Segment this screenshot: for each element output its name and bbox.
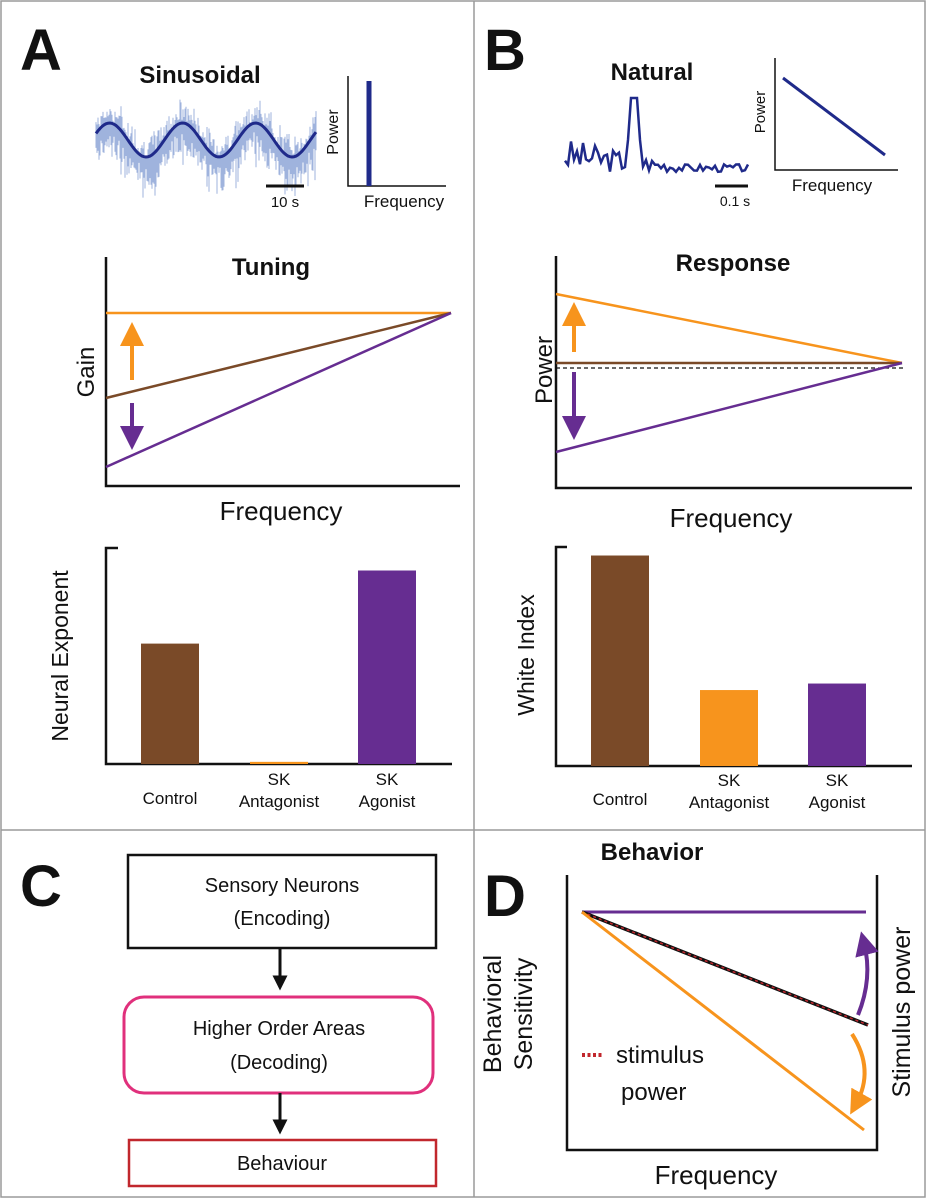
behavior-arrow-down [850, 1032, 873, 1115]
spectrum-b-ylabel: Power [752, 91, 769, 134]
neural-exponent-bar-2 [358, 570, 416, 764]
response-ylabel: Power [531, 336, 558, 404]
flow-box-behaviour [127, 1138, 438, 1188]
bar-a-label-agonist-1: SK [376, 770, 399, 789]
spectrum-a-axes [347, 76, 446, 187]
response-xlabel: Frequency [670, 503, 793, 533]
behavior-arrow-up [855, 931, 879, 1016]
tuning-ylabel: Gain [73, 347, 100, 398]
bar-b-label-antagonist-2: Antagonist [689, 793, 770, 812]
scale-bar-10s-label: 10 s [271, 194, 299, 211]
panel-a-letter: A [20, 18, 62, 83]
tuning-chart: Gain Frequency [73, 257, 460, 526]
neural-exponent-bar-1 [250, 761, 308, 764]
tuning-line-brown [105, 311, 452, 400]
response-line-orange [555, 292, 903, 365]
sinusoidal-noise-carrier [95, 99, 317, 198]
flow-box-1-line2: (Encoding) [234, 908, 331, 930]
bar-a-label-control: Control [143, 789, 198, 808]
flow-box-2-line1: Higher Order Areas [193, 1018, 365, 1040]
behavior-axes [565, 875, 879, 1152]
spectrum-a-ylabel: Power [325, 109, 342, 155]
flow-box-1-line1: Sensory Neurons [205, 875, 360, 897]
flow-box-sensory-neurons [126, 853, 438, 950]
bar-b-label-control: Control [593, 790, 648, 809]
bar-b-bars [591, 555, 866, 766]
bar-a-label-antagonist-1: SK [268, 770, 291, 789]
spectrum-b-xlabel: Frequency [792, 176, 873, 195]
behavior-ylabel-line1: Behavioral [479, 955, 507, 1073]
sinusoidal-stimulus-trace [94, 99, 318, 198]
legend-text-line2: power [621, 1079, 686, 1106]
response-title: Response [676, 250, 791, 277]
sinusoidal-envelope [94, 121, 318, 159]
panel-a: A Sinusoidal 10 s Power Frequency Tuning… [20, 18, 460, 811]
panel-d-letter: D [484, 864, 526, 929]
tuning-title: Tuning [232, 254, 310, 281]
white-index-bar-2 [808, 683, 866, 766]
bar-b-label-antagonist-1: SK [718, 771, 741, 790]
behavior-xlabel: Frequency [655, 1160, 778, 1190]
natural-spectrum: Power Frequency [752, 58, 898, 195]
panel-c-letter: C [20, 854, 62, 919]
legend-text-line1: stimulus [616, 1042, 704, 1069]
sinusoidal-spectrum: Power Frequency [325, 76, 446, 211]
sinusoidal-title: Sinusoidal [139, 62, 260, 89]
behavior-ylabel-line2: Sensitivity [510, 957, 538, 1070]
response-line-purple [555, 361, 903, 454]
panel-b: B Natural 0.1 s Power Frequency Response… [484, 18, 912, 812]
natural-stimulus-trace [563, 96, 750, 175]
flow-box-3-label: Behaviour [237, 1153, 327, 1175]
white-index-bar-1 [700, 690, 758, 766]
behavior-line-black [581, 910, 869, 1027]
neural-exponent-bar-0 [141, 643, 199, 764]
bar-chart-a: Neural Exponent Control SK Antagonist SK… [47, 546, 452, 811]
panel-b-letter: B [484, 18, 526, 83]
white-index-bar-0 [591, 555, 649, 766]
panel-d: D Behavior Behavioral Sensitivity Freque… [479, 839, 916, 1190]
bar-a-bars [141, 570, 416, 764]
behavior-line-orange [581, 910, 865, 1132]
response-axes [554, 256, 912, 490]
tuning-xlabel: Frequency [220, 496, 343, 526]
flow-box-2-line2: (Decoding) [230, 1052, 328, 1074]
natural-title: Natural [611, 59, 694, 86]
bar-a-ylabel: Neural Exponent [47, 570, 73, 742]
bar-a-label-agonist-2: Agonist [359, 792, 416, 811]
behavior-title: Behavior [601, 839, 704, 866]
bar-b-ylabel: White Index [513, 594, 539, 716]
tuning-axes [104, 257, 460, 488]
bar-chart-b: White Index Control SK Antagonist SK Ago… [513, 545, 912, 812]
behavior-right-label: Stimulus power [888, 927, 916, 1098]
spectrum-b-line [782, 76, 886, 157]
scale-bar-01s-label: 0.1 s [720, 193, 750, 209]
flow-box-higher-order-areas [122, 995, 435, 1095]
bar-b-label-agonist-1: SK [826, 771, 849, 790]
bar-b-label-agonist-2: Agonist [809, 793, 866, 812]
response-chart: Power Frequency [531, 256, 912, 533]
panel-c: C Sensory Neurons (Encoding) Higher Orde… [20, 853, 438, 1188]
spectrum-b-axes [774, 58, 898, 171]
spectrum-a-xlabel: Frequency [364, 192, 445, 211]
bar-a-label-antagonist-2: Antagonist [239, 792, 320, 811]
tuning-line-purple [105, 311, 452, 469]
